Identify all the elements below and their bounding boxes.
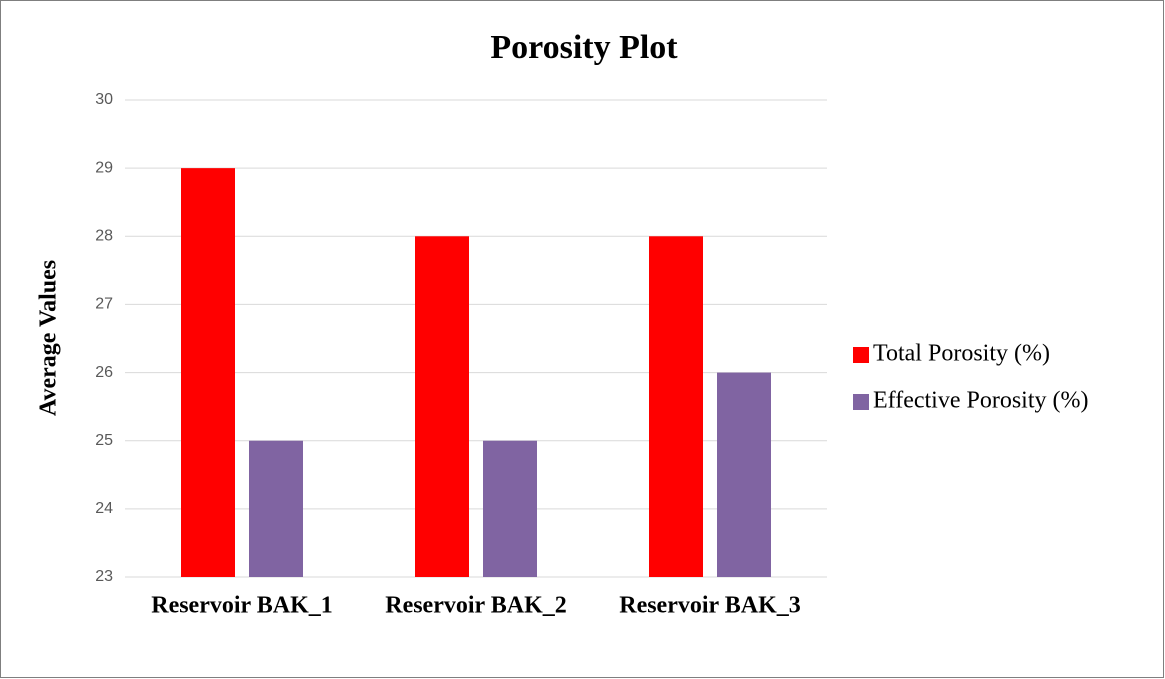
y-axis-label: Average Values bbox=[36, 260, 62, 416]
y-tick-label: 26 bbox=[95, 364, 113, 381]
y-tick-label: 28 bbox=[95, 228, 113, 245]
x-tick-label: Reservoir BAK_2 bbox=[385, 593, 567, 619]
y-tick-label: 23 bbox=[95, 568, 113, 585]
legend-label: Total Porosity (%) bbox=[873, 341, 1050, 367]
x-tick-label: Reservoir BAK_1 bbox=[151, 593, 333, 619]
y-tick-label: 27 bbox=[95, 296, 113, 313]
legend-label: Effective Porosity (%) bbox=[873, 388, 1089, 414]
y-tick-label: 30 bbox=[95, 91, 113, 108]
chart-title: Porosity Plot bbox=[490, 29, 678, 66]
bar bbox=[415, 236, 469, 578]
x-tick-label: Reservoir BAK_3 bbox=[619, 593, 801, 619]
bar bbox=[649, 236, 703, 578]
y-tick-label: 25 bbox=[95, 432, 113, 449]
bar bbox=[717, 372, 771, 577]
bar bbox=[181, 168, 235, 577]
bar bbox=[483, 440, 537, 577]
y-tick-label: 29 bbox=[95, 159, 113, 176]
bar bbox=[249, 440, 303, 577]
legend-swatch bbox=[853, 347, 869, 363]
y-tick-label: 24 bbox=[95, 500, 113, 517]
legend-swatch bbox=[853, 394, 869, 410]
